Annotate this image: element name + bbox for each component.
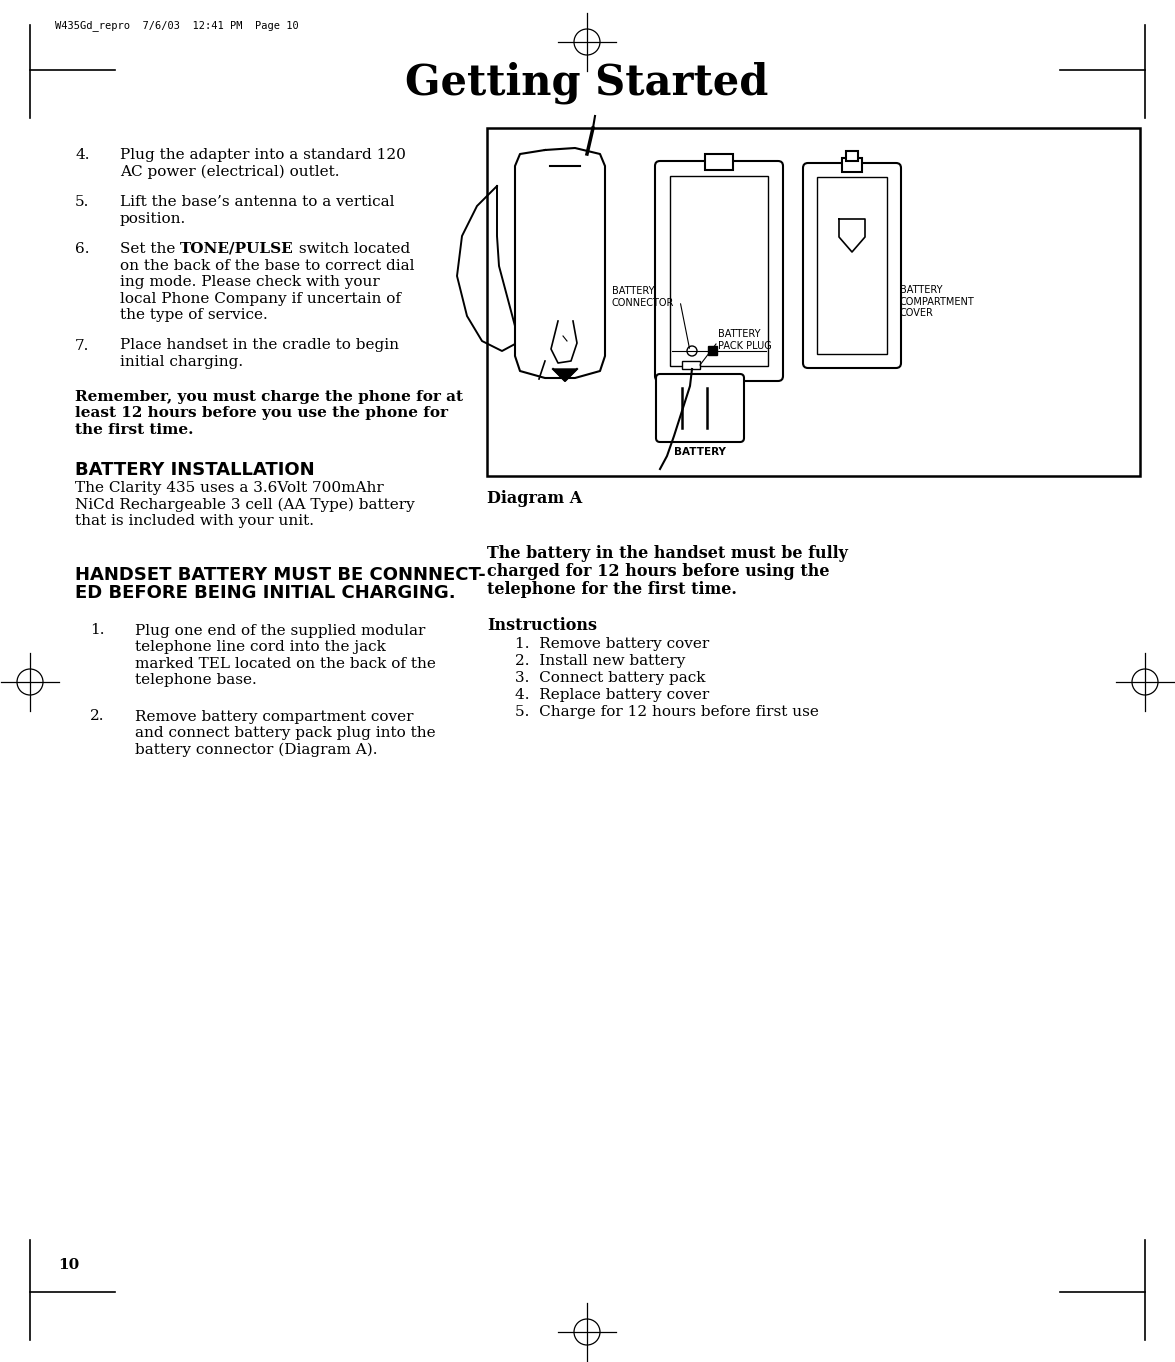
FancyBboxPatch shape [803,163,901,368]
Text: 10: 10 [58,1258,79,1272]
Text: Diagram A: Diagram A [486,490,583,507]
Bar [709,346,717,355]
Text: ED BEFORE BEING INITIAL CHARGING.: ED BEFORE BEING INITIAL CHARGING. [75,584,456,602]
Text: AC power (electrical) outlet.: AC power (electrical) outlet. [120,165,340,178]
Text: telephone line cord into the jack: telephone line cord into the jack [135,640,385,654]
Bar [670,176,768,366]
Text: The Clarity 435 uses a 3.6Volt 700mAhr: The Clarity 435 uses a 3.6Volt 700mAhr [75,481,384,494]
Text: that is included with your unit.: that is included with your unit. [75,513,314,528]
Polygon shape [553,369,577,381]
Text: 4.: 4. [75,148,89,162]
Text: Remember, you must charge the phone for at: Remember, you must charge the phone for … [75,390,463,403]
Bar [842,158,862,172]
Bar [705,154,733,170]
Text: marked TEL located on the back of the: marked TEL located on the back of the [135,656,436,670]
Text: local Phone Company if uncertain of: local Phone Company if uncertain of [120,291,401,305]
Text: NiCd Rechargeable 3 cell (AA Type) battery: NiCd Rechargeable 3 cell (AA Type) batte… [75,497,415,512]
Text: BATTERY
CONNECTOR: BATTERY CONNECTOR [612,286,674,308]
Text: Place handset in the cradle to begin: Place handset in the cradle to begin [120,339,400,353]
Text: switch located: switch located [294,242,410,256]
Text: Remove battery compartment cover: Remove battery compartment cover [135,710,414,723]
Text: BATTERY
PACK PLUG: BATTERY PACK PLUG [718,330,772,351]
Text: Plug the adapter into a standard 120: Plug the adapter into a standard 120 [120,148,405,162]
Text: charged for 12 hours before using the: charged for 12 hours before using the [486,563,830,580]
Text: 7.: 7. [75,339,89,353]
FancyBboxPatch shape [654,161,783,381]
Text: TONE/PULSE: TONE/PULSE [180,242,294,256]
Text: 2.: 2. [90,710,105,723]
Text: BATTERY
COMPARTMENT
COVER: BATTERY COMPARTMENT COVER [900,285,975,319]
Text: initial charging.: initial charging. [120,355,243,369]
Text: Set the: Set the [120,242,180,256]
Text: The battery in the handset must be fully: The battery in the handset must be fully [486,545,848,563]
Text: 1.  Remove battery cover: 1. Remove battery cover [515,637,710,651]
Text: position.: position. [120,211,187,226]
Text: 5.  Charge for 12 hours before first use: 5. Charge for 12 hours before first use [515,706,819,719]
Text: 2.  Install new battery: 2. Install new battery [515,654,685,667]
Text: 6.: 6. [75,242,89,256]
Text: 5.: 5. [75,195,89,208]
Text: BATTERY INSTALLATION: BATTERY INSTALLATION [75,460,315,479]
Text: 1.: 1. [90,624,105,637]
Text: HANDSET BATTERY MUST BE CONNNECT-: HANDSET BATTERY MUST BE CONNNECT- [75,565,485,583]
Text: the first time.: the first time. [75,422,194,436]
Text: ing mode. Please check with your: ing mode. Please check with your [120,275,380,289]
Bar [486,128,1140,475]
Text: 3.  Connect battery pack: 3. Connect battery pack [515,671,705,685]
Text: on the back of the base to correct dial: on the back of the base to correct dial [120,259,415,272]
Bar [846,151,858,161]
Text: the type of service.: the type of service. [120,308,268,321]
Text: least 12 hours before you use the phone for: least 12 hours before you use the phone … [75,406,448,419]
Text: BATTERY: BATTERY [674,447,726,458]
Bar [682,361,700,369]
FancyBboxPatch shape [656,375,744,443]
Text: Plug one end of the supplied modular: Plug one end of the supplied modular [135,624,425,637]
Text: Lift the base’s antenna to a vertical: Lift the base’s antenna to a vertical [120,195,395,208]
Bar [817,177,887,354]
Text: Getting Started: Getting Started [405,63,768,105]
Text: battery connector (Diagram A).: battery connector (Diagram A). [135,742,377,757]
Text: telephone for the first time.: telephone for the first time. [486,582,737,598]
Text: telephone base.: telephone base. [135,673,257,686]
Text: Instructions: Instructions [486,617,597,633]
Text: and connect battery pack plug into the: and connect battery pack plug into the [135,726,436,740]
Text: W435Gd_repro  7/6/03  12:41 PM  Page 10: W435Gd_repro 7/6/03 12:41 PM Page 10 [55,20,298,31]
Text: 4.  Replace battery cover: 4. Replace battery cover [515,688,710,701]
